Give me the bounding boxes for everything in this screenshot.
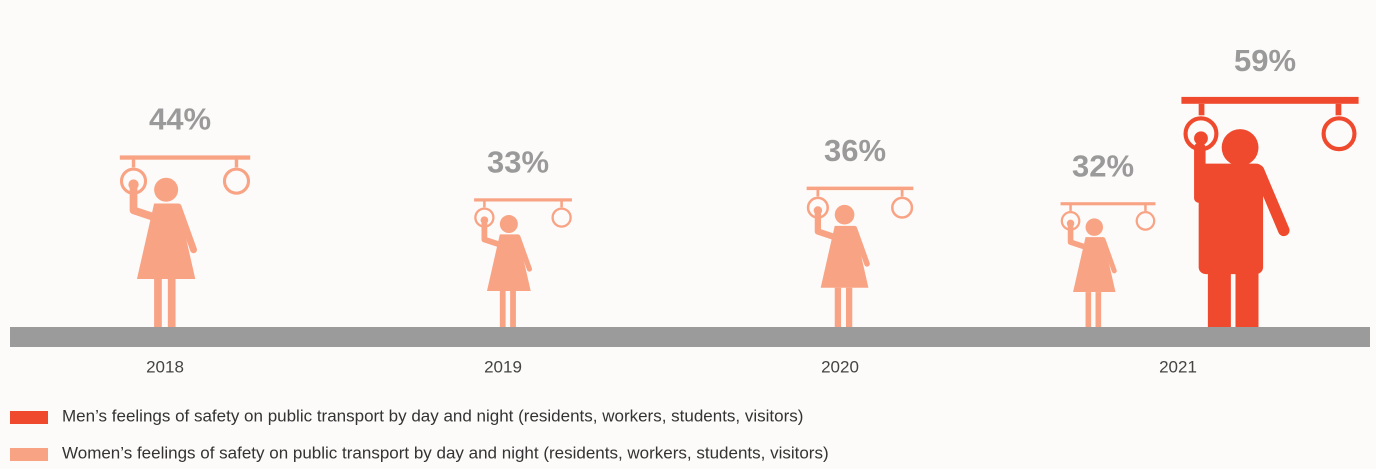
dress — [1073, 237, 1116, 293]
hanger — [483, 200, 486, 208]
dress — [486, 234, 531, 291]
leg — [510, 290, 516, 327]
legend-swatch — [10, 448, 48, 461]
arm — [129, 182, 158, 222]
arm — [1252, 164, 1290, 237]
arm — [481, 218, 503, 248]
x-tick-label: 2021 — [1159, 357, 1197, 376]
ring — [1321, 116, 1357, 152]
hanger — [131, 158, 136, 168]
legend-label: Men’s feelings of safety on public trans… — [62, 406, 803, 425]
handrail — [474, 198, 572, 202]
arm — [174, 203, 198, 254]
figure — [119, 155, 251, 327]
leg — [499, 290, 506, 327]
handrail — [1060, 202, 1156, 206]
hanger — [560, 200, 563, 208]
head — [499, 215, 518, 234]
hanger — [1335, 103, 1342, 116]
figure — [806, 186, 914, 327]
figure — [1060, 202, 1156, 327]
head — [1085, 218, 1104, 236]
arm — [1100, 237, 1117, 274]
arm — [814, 208, 838, 241]
hanger — [1069, 204, 1072, 211]
figure — [474, 198, 572, 327]
x-tick-label: 2019 — [484, 357, 522, 376]
hanger — [900, 189, 904, 197]
arm — [515, 234, 533, 272]
head — [154, 177, 179, 202]
handrail — [806, 186, 914, 191]
leg — [1095, 292, 1102, 327]
hanger — [1144, 204, 1147, 211]
arm — [851, 225, 870, 267]
handrail — [1181, 96, 1359, 104]
hand — [1194, 131, 1208, 146]
value-label: 44% — [149, 102, 211, 137]
torso — [1198, 163, 1264, 275]
legend-swatch — [10, 411, 48, 424]
head — [1221, 129, 1259, 166]
x-tick-label: 2020 — [821, 357, 859, 376]
leg — [1085, 292, 1092, 327]
leg — [845, 287, 853, 327]
leg — [834, 287, 842, 327]
ring — [551, 207, 572, 228]
handrail — [119, 155, 251, 160]
leg — [1207, 269, 1231, 327]
ring — [891, 196, 914, 219]
dress — [820, 225, 869, 288]
hanger — [816, 189, 820, 197]
value-label: 32% — [1072, 148, 1134, 183]
value-label: 36% — [824, 133, 886, 168]
x-tick-label: 2018 — [146, 357, 184, 376]
leg — [167, 278, 176, 327]
dress — [136, 203, 196, 279]
value-label: 33% — [487, 144, 549, 179]
hanger — [234, 158, 239, 168]
leg — [1235, 269, 1259, 327]
leg — [154, 278, 162, 327]
arm — [1067, 221, 1089, 250]
ground-bar — [10, 327, 1370, 347]
figure — [1181, 96, 1359, 327]
legend-label: Women’s feelings of safety on public tra… — [62, 443, 829, 462]
head — [834, 204, 855, 225]
hanger — [1198, 103, 1205, 116]
value-label: 59% — [1234, 43, 1296, 78]
ring — [222, 167, 251, 195]
ring — [1135, 211, 1156, 231]
